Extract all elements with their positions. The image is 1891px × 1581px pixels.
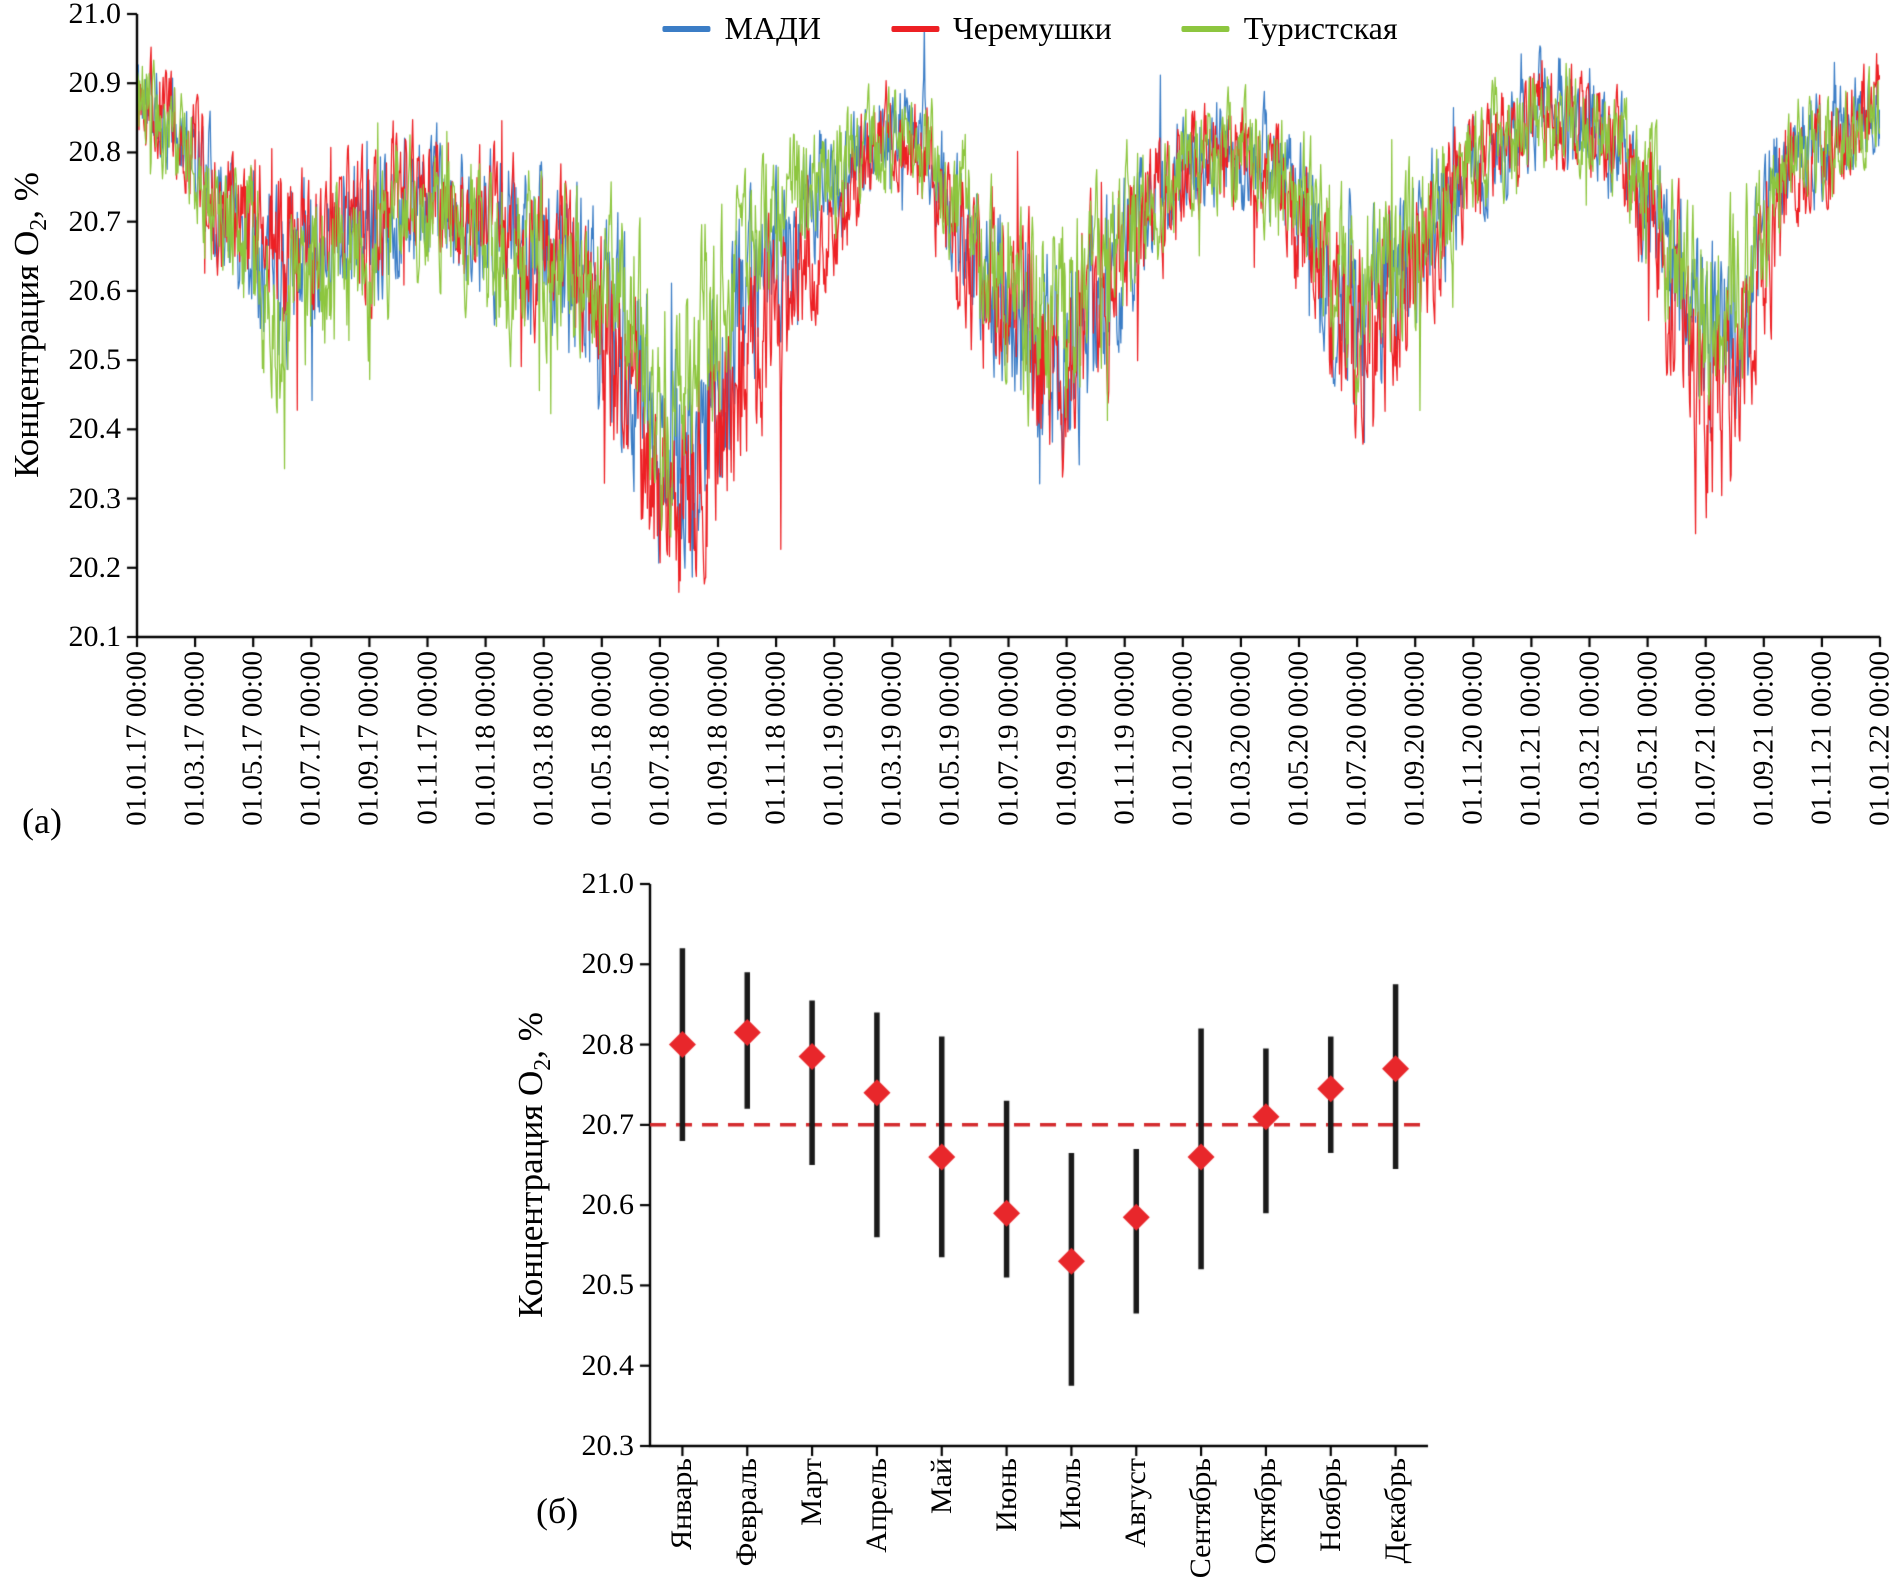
- chart-a-x-tick-label: 01.07.17 00:00: [294, 651, 327, 826]
- chart-a-y-title-sub: 2: [26, 218, 52, 231]
- chart-b-x-tick-label: Октябрь: [1248, 1458, 1282, 1565]
- chart-a-x-tick-label: 01.07.21 00:00: [1689, 651, 1722, 826]
- legend-label-cheremushki: Черемушки: [952, 10, 1112, 46]
- chart-a-y-tick-label: 20.8: [68, 135, 122, 169]
- chart-b-y-tick-label: 20.3: [581, 1429, 635, 1462]
- chart-a-x-tick-label: 01.11.20 00:00: [1456, 651, 1489, 825]
- chart-a-x-tick-label: 01.07.19 00:00: [992, 651, 1024, 826]
- chart-b-x-tick-label: Февраль: [730, 1458, 764, 1567]
- chart-b-y-tick-label: 20.4: [581, 1348, 635, 1382]
- chart-a-x-tick-label: 01.09.20 00:00: [1398, 651, 1431, 826]
- chart-a-x-tick-label: 01.05.18 00:00: [585, 651, 618, 826]
- chart-a-x-tick-label: 01.01.20 00:00: [1166, 651, 1199, 826]
- chart-b-y-tick-label: 20.5: [581, 1268, 635, 1302]
- chart-b-y-tick-label: 20.7: [581, 1107, 635, 1141]
- chart-a-x-tick-label: 01.03.21 00:00: [1573, 651, 1605, 826]
- chart-a-x-tick-label: 01.01.21 00:00: [1514, 651, 1547, 826]
- chart-a-x-tick-label: 01.09.21 00:00: [1747, 651, 1780, 826]
- chart-b-y-tick-label: 20.6: [581, 1188, 635, 1222]
- chart-b-y-title-unit: , %: [511, 1012, 550, 1059]
- chart-a-x-tick-label: 01.05.19 00:00: [933, 651, 966, 826]
- chart-a-y-tick-label: 20.6: [68, 273, 122, 307]
- chart-a-y-axis-title: Концентрация О2, %: [7, 172, 53, 478]
- chart-a-x-tick-label: 01.09.19 00:00: [1050, 651, 1083, 826]
- chart-b-x-tick-label: Ноябрь: [1313, 1458, 1347, 1552]
- panel-a-label: (а): [22, 801, 62, 841]
- legend: МАДИ Черемушки Туристская: [662, 10, 1398, 47]
- chart-b-y-title-text: Концентрация О: [511, 1070, 550, 1318]
- legend-item-turistskaya: Туристская: [1181, 10, 1398, 47]
- chart-a-x-tick-label: 01.11.17 00:00: [411, 651, 443, 825]
- chart-a-x-tick-label: 01.07.20 00:00: [1340, 651, 1373, 826]
- chart-b-x-tick-label: Июль: [1054, 1458, 1088, 1530]
- chart-b-x-tick-label: Май: [924, 1458, 958, 1515]
- chart-b-y-tick-label: 21.0: [581, 867, 635, 900]
- chart-a-x-tick-label: 01.03.18 00:00: [527, 651, 560, 826]
- chart-a-x-tick-label: 01.11.21 00:00: [1805, 651, 1838, 825]
- legend-item-madi: МАДИ: [662, 10, 821, 47]
- chart-a-x-tick-label: 01.09.18 00:00: [701, 651, 734, 826]
- chart-a-y-tick-label: 20.1: [68, 620, 122, 653]
- legend-item-cheremushki: Черемушки: [890, 10, 1112, 47]
- chart-b-x-tick-label: Март: [795, 1458, 829, 1526]
- chart-a-x-tick-label: 01.01.18 00:00: [469, 651, 502, 826]
- cheremushki-line-swatch: [890, 25, 939, 32]
- chart-a-y-title-unit: , %: [7, 172, 46, 219]
- chart-a-x-tick-label: 01.05.21 00:00: [1631, 651, 1664, 826]
- chart-a-x-tick-label: 01.07.18 00:00: [643, 651, 676, 826]
- chart-b-x-tick-label: Январь: [665, 1458, 699, 1550]
- chart-b-y-axis-title: Концентрация О2, %: [511, 1012, 557, 1318]
- chart-a-y-tick-label: 20.4: [68, 412, 122, 446]
- chart-b-x-tick-label: Декабрь: [1378, 1458, 1412, 1564]
- chart-a-y-tick-label: 20.9: [68, 66, 122, 100]
- chart-a-x-tick-label: 01.03.17 00:00: [178, 651, 211, 826]
- chart-a-x-tick-label: 01.11.18 00:00: [759, 651, 792, 825]
- chart-b-y-title-sub: 2: [530, 1058, 556, 1071]
- chart-b-x-tick-label: Апрель: [859, 1458, 893, 1553]
- legend-label-madi: МАДИ: [724, 10, 821, 46]
- chart-b-y-tick-label: 20.8: [581, 1027, 635, 1061]
- chart-b-x-tick-label: Август: [1119, 1458, 1153, 1548]
- turistskaya-line-swatch: [1181, 25, 1230, 32]
- chart-a-x-tick-label: 01.01.19 00:00: [817, 651, 850, 826]
- chart-b-y-tick-label: 20.9: [581, 947, 635, 981]
- chart-a-x-tick-label: 01.03.19 00:00: [875, 651, 908, 826]
- chart-a-y-tick-label: 20.7: [68, 204, 122, 238]
- chart-a-x-tick-label: 01.01.17 00:00: [120, 651, 153, 826]
- chart-a-y-tick-label: 21.0: [68, 0, 122, 30]
- chart-a-y-tick-label: 20.3: [68, 481, 122, 515]
- chart-a-y-tick-label: 20.5: [68, 343, 122, 377]
- madi-line-swatch: [662, 25, 711, 32]
- chart-a-y-tick-label: 20.2: [68, 550, 122, 584]
- chart-a-x-tick-label: 01.09.17 00:00: [352, 651, 385, 826]
- chart-b-x-tick-label: Июнь: [989, 1458, 1023, 1532]
- chart-b-x-tick-label: Сентябрь: [1184, 1458, 1218, 1579]
- panel-b-label: (б): [536, 1491, 579, 1531]
- chart-a-x-tick-label: 01.11.19 00:00: [1108, 651, 1141, 825]
- chart-a-x-tick-label: 01.01.22 00:00: [1863, 651, 1891, 826]
- chart-a-y-title-text: Концентрация О: [7, 230, 46, 478]
- chart-a-x-tick-label: 01.05.17 00:00: [236, 651, 269, 826]
- legend-label-turistskaya: Туристская: [1243, 10, 1398, 46]
- chart-a-x-tick-label: 01.03.20 00:00: [1224, 651, 1257, 826]
- chart-a-x-tick-label: 01.05.20 00:00: [1282, 651, 1315, 826]
